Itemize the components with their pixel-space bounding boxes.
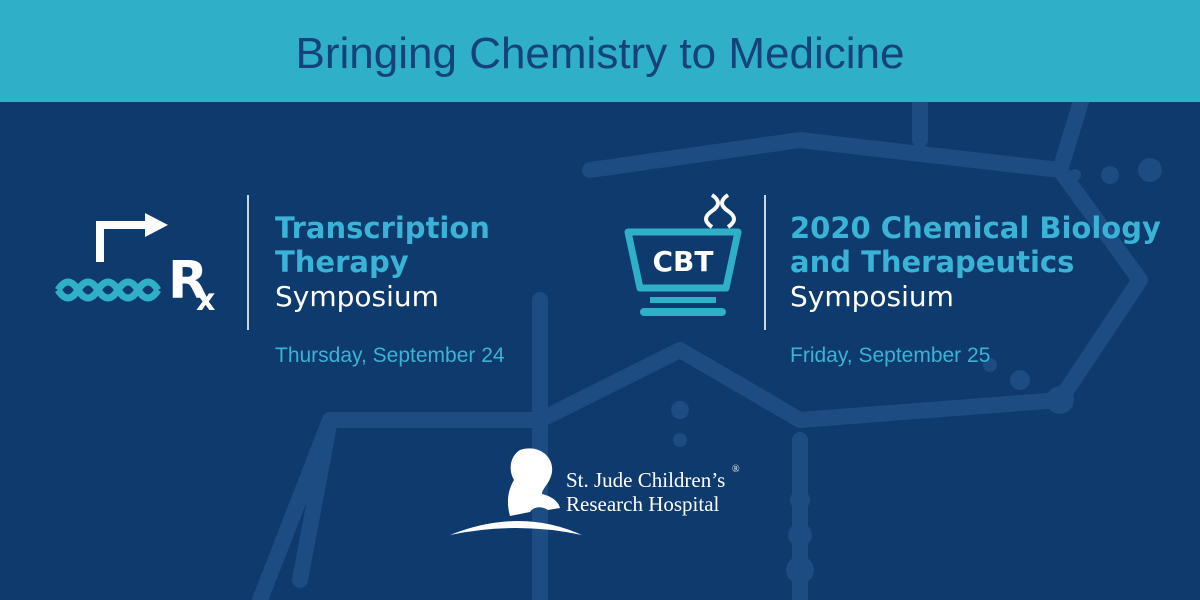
molecule-dots — [671, 158, 1162, 584]
header-title: Bringing Chemistry to Medicine — [296, 29, 905, 78]
event-subtitle: Symposium — [275, 280, 439, 313]
event-date: Friday, September 25 — [790, 344, 990, 367]
registered-mark: ® — [732, 464, 740, 475]
icon-letter: R — [168, 251, 208, 311]
header-band — [0, 0, 1200, 102]
icon-letter: CBT — [653, 245, 714, 278]
event-title: and Therapeutics — [790, 245, 1074, 279]
logo-text: St. Jude Children’s — [566, 468, 725, 492]
cbt-icon: CBT — [624, 193, 742, 316]
icon-letter: x — [196, 283, 215, 318]
logo-text: Research Hospital — [566, 492, 720, 516]
st-jude-logo: St. Jude Children’s Research Hospital ® — [450, 448, 740, 535]
event-subtitle: Symposium — [790, 280, 954, 313]
event-date: Thursday, September 24 — [275, 344, 505, 367]
event-title: Transcription — [275, 211, 490, 245]
event-title: 2020 Chemical Biology — [790, 211, 1161, 245]
transcription-icon: R x — [55, 213, 215, 318]
event-title: Therapy — [275, 245, 409, 279]
